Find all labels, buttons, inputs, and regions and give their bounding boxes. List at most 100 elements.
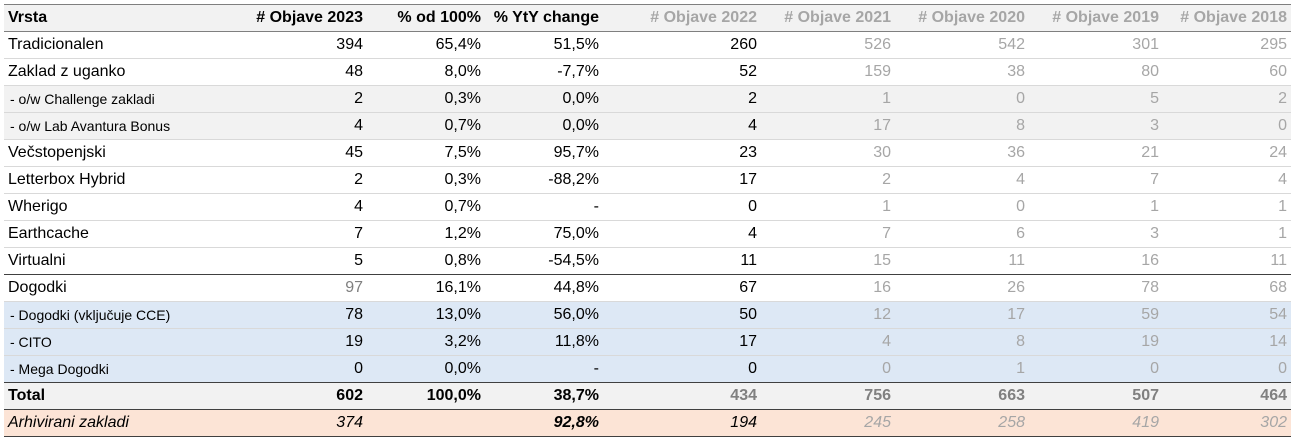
table-cell: 56,0% [485,301,603,329]
row-label: - o/w Lab Avantura Bonus [4,112,249,140]
table-cell: 54 [1163,301,1291,329]
table-cell: 16 [761,274,895,302]
table-row: Dogodki 97 16,1% 44,8% 67 16 26 78 68 [4,274,1291,302]
table-cell: 19 [1029,328,1163,356]
table-cell: 4 [748,225,757,242]
table-cell: 26 [895,274,1029,302]
table-cell: 295 [1260,36,1287,53]
table-cell: 68 [1163,274,1291,302]
table-cell: 3 [1150,225,1159,242]
table-cell: 95,7% [553,144,599,161]
table-cell: 75,0% [553,225,599,242]
table-row: - CITO 19 3,2% 11,8% 17 4 8 19 14 [4,328,1291,356]
header-objave-2022: # Objave 2022 [603,4,761,32]
table-cell [367,409,485,437]
table-cell: 7 [882,225,891,242]
table-cell: 16 [1141,252,1159,269]
table-cell: 434 [603,382,761,410]
row-label: Total [4,382,249,410]
table-cell: 0 [748,198,757,215]
table-cell: 0 [1029,355,1163,383]
table-cell: 65,4% [435,36,481,53]
table-cell: 52 [739,63,757,80]
table-cell: 17 [895,301,1029,329]
table-cell: 0,3% [444,171,481,188]
statistics-table: Vrsta # Objave 2023 % od 100% % YtY chan… [4,4,1291,437]
table-cell: 1 [1150,198,1159,215]
table-row: Letterbox Hybrid 2 0,3% -88,2% 17 2 4 7 4 [4,167,1291,194]
table-cell: 2 [354,171,363,188]
table-cell: 0 [603,355,761,383]
table-cell: 97 [249,274,367,302]
table-cell: 0 [1016,198,1025,215]
table-cell: 92,8% [485,409,603,437]
table-cell: 0 [249,355,367,383]
table-cell: 4 [249,112,367,140]
header-objave-2020: # Objave 2020 [895,4,1029,32]
table-cell: 60 [1269,63,1287,80]
table-cell: 2 [249,85,367,113]
table-cell: 19 [249,328,367,356]
table-cell: 48 [345,63,363,80]
table-row: - o/w Lab Avantura Bonus 4 0,7% 0,0% 4 17 8 3 0 [4,112,1291,140]
row-label: Letterbox Hybrid [8,171,126,188]
table-cell: 78 [1029,274,1163,302]
row-label: Večstopenjski [8,144,106,161]
table-cell: 194 [603,409,761,437]
table-cell: 21 [1141,144,1159,161]
table-cell: 394 [336,36,363,53]
table-cell: 45 [345,144,363,161]
table-cell: 0,0% [485,85,603,113]
table-cell: 100,0% [367,382,485,410]
row-label: Tradicionalen [8,36,104,53]
table-cell: 15 [873,252,891,269]
table-cell: 6 [1016,225,1025,242]
table-cell: 5 [1029,85,1163,113]
table-cell: 38 [1007,63,1025,80]
table-cell: 756 [761,382,895,410]
table-cell: 78 [249,301,367,329]
table-cell: 4 [1016,171,1025,188]
table-cell: 16,1% [367,274,485,302]
row-label: Earthcache [8,225,89,242]
table-cell: 0,3% [367,85,485,113]
table-cell: 17 [603,328,761,356]
table-cell: 0,7% [367,112,485,140]
table-cell: 419 [1029,409,1163,437]
table-cell: 602 [249,382,367,410]
table-cell: 14 [1163,328,1291,356]
table-cell: 5 [354,252,363,269]
table-cell: 17 [739,171,757,188]
table-row: Tradicionalen 394 65,4% 51,5% 260 526 542 301 29… [4,32,1291,59]
row-label: Arhivirani zakladi [4,409,249,437]
table-cell: 59 [1029,301,1163,329]
table-row: Zaklad z uganko 48 8,0% -7,7% 52 159 38 80 60 [4,59,1291,86]
table-cell: 17 [761,112,895,140]
header-yty-change: % YtY change [485,4,603,32]
table-cell: 3,2% [367,328,485,356]
table-cell: 245 [761,409,895,437]
table-cell: 7 [1150,171,1159,188]
table-cell: 1 [1278,225,1287,242]
table-row: Večstopenjski 45 7,5% 95,7% 23 30 36 21 24 [4,140,1291,167]
table-cell: 12 [761,301,895,329]
header-vrsta: Vrsta [4,4,249,32]
table-cell: 2 [603,85,761,113]
row-label: Virtualni [8,252,66,269]
table-row: - Mega Dogodki 0 0,0% -0 0 1 0 0 [4,355,1291,383]
table-cell: 7 [354,225,363,242]
table-cell: 1 [1278,198,1287,215]
table-cell: - [593,198,599,215]
row-label: - CITO [4,328,249,356]
table-cell: 1,2% [444,225,481,242]
table-cell: 526 [864,36,891,53]
table-cell: 0 [1163,355,1291,383]
table-cell: 51,5% [553,36,599,53]
table-cell: 301 [1132,36,1159,53]
table-cell: 0 [895,85,1029,113]
table-cell: 0,0% [367,355,485,383]
table-cell: 50 [603,301,761,329]
table-cell: 38,7% [485,382,603,410]
table-cell: 4 [603,112,761,140]
table-cell: 0,0% [485,112,603,140]
